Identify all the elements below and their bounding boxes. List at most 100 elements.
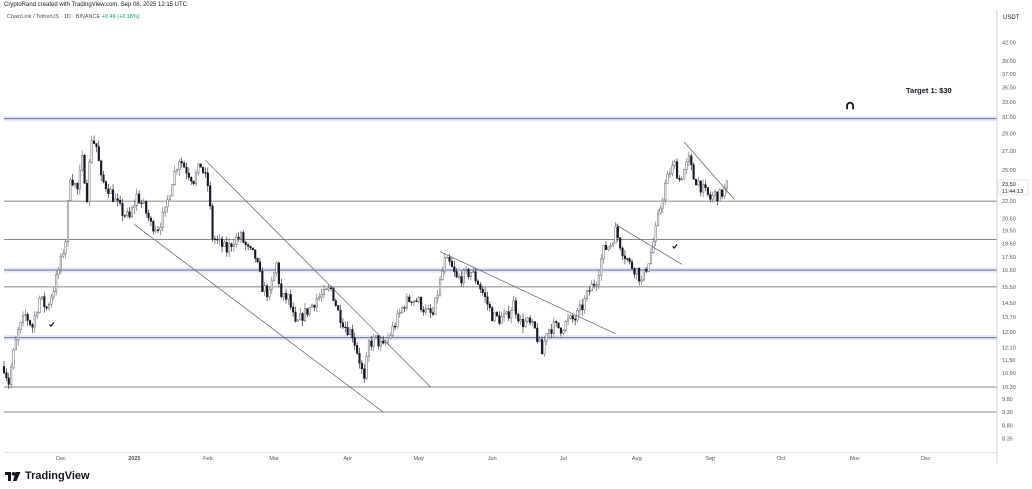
candle-body	[630, 261, 634, 269]
candle-body	[635, 267, 638, 275]
candle-body	[121, 202, 124, 216]
candle-body	[377, 335, 380, 347]
candle-body	[479, 284, 482, 290]
y-tick-label: 17.50	[1002, 255, 1016, 261]
symbol-legend: ChainLink / TetherUS · 1D · BINANCE +0.4…	[7, 14, 140, 20]
candle-body	[156, 229, 160, 231]
candle-body	[145, 201, 148, 214]
x-tick-label: Nov	[850, 456, 860, 462]
candle-body	[263, 285, 266, 292]
candle-body	[559, 327, 562, 334]
candle-body	[507, 311, 510, 319]
candle-body	[242, 232, 245, 243]
candle-body	[583, 298, 586, 311]
candle-body	[687, 155, 690, 162]
y-tick-label: 39.00	[1002, 59, 1016, 65]
candle-body	[187, 172, 190, 178]
candle-body	[97, 146, 100, 162]
candle-body	[436, 294, 439, 299]
y-tick-label: 16.60	[1002, 268, 1016, 274]
candle-body	[88, 161, 91, 203]
candle-body	[330, 287, 333, 289]
candle-body	[412, 300, 416, 303]
candle-body	[147, 212, 150, 219]
candle-body	[289, 294, 292, 308]
candle-body	[439, 279, 442, 296]
candle-body	[574, 318, 577, 321]
target-annotation: Target 1: $30	[906, 86, 952, 95]
candle-body	[550, 329, 553, 334]
candle-body	[66, 200, 70, 242]
candle-body	[465, 269, 468, 271]
candle-body	[299, 313, 302, 321]
candle-body	[320, 294, 323, 298]
candle-body	[543, 340, 546, 355]
candle-body	[612, 242, 615, 246]
candle-body	[472, 271, 475, 273]
candle-body	[664, 182, 667, 201]
candle-body	[367, 340, 371, 357]
candle-body	[716, 191, 719, 202]
candle-body	[175, 169, 179, 172]
candle-body	[602, 244, 605, 260]
candle-body	[55, 274, 58, 293]
candle-body	[180, 161, 183, 164]
candle-body	[493, 312, 496, 322]
candle-body	[702, 184, 705, 193]
candle-body	[258, 261, 262, 272]
candle-body	[628, 258, 631, 263]
candle-body	[680, 178, 683, 181]
candle-body	[718, 189, 721, 202]
candle-body	[142, 201, 145, 204]
candle-body	[71, 179, 74, 186]
candle-body	[337, 305, 340, 311]
candle-body	[26, 314, 29, 321]
candle-body	[521, 319, 525, 328]
candle-body	[119, 199, 122, 204]
candle-body	[74, 183, 77, 186]
candle-body	[415, 300, 418, 302]
checkmark-icon	[48, 322, 55, 328]
candle-body	[109, 189, 112, 194]
candle-body	[633, 268, 636, 275]
candle-body	[33, 315, 36, 328]
candle-body	[266, 285, 269, 298]
candle-body	[275, 262, 278, 274]
candle-body	[607, 246, 610, 250]
candle-body	[564, 321, 567, 331]
candle-body	[322, 289, 325, 295]
candle-body	[235, 236, 238, 245]
candle-body	[446, 257, 449, 259]
candle-body	[107, 188, 110, 194]
candle-body	[190, 177, 193, 182]
candle-body	[216, 238, 219, 241]
currency-label: USDT	[1003, 15, 1020, 21]
candle-body	[623, 255, 626, 259]
candle-body	[168, 195, 171, 201]
candle-body	[244, 241, 247, 245]
candle-body	[327, 287, 330, 290]
candle-body	[254, 249, 257, 259]
y-tick-label: 33.00	[1002, 100, 1016, 106]
candle-body	[10, 366, 13, 385]
tradingview-logo[interactable]: TradingView	[5, 470, 90, 482]
candle-body	[709, 194, 712, 200]
candle-body	[491, 307, 494, 322]
candle-body	[540, 339, 544, 355]
candle-body	[12, 349, 15, 368]
candle-body	[218, 238, 221, 240]
candle-body	[569, 315, 572, 319]
candle-body	[123, 215, 126, 217]
candle-body	[403, 307, 406, 309]
candle-body	[111, 189, 115, 202]
candle-body	[593, 283, 596, 286]
candle-body	[694, 179, 698, 186]
candle-body	[223, 242, 226, 247]
candle-body	[692, 164, 695, 180]
candle-body	[706, 187, 709, 195]
candle-body	[204, 172, 207, 174]
y-tick-label: 22.00	[1002, 199, 1016, 205]
x-tick-label: Aug	[632, 456, 642, 462]
candle-body	[149, 217, 152, 222]
candle-body	[566, 317, 570, 322]
